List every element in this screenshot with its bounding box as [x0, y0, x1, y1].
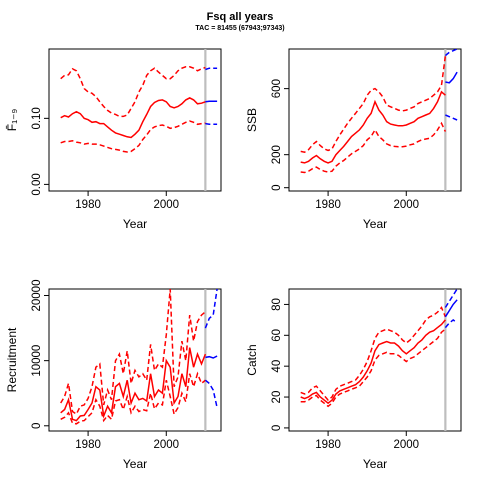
fbar-y-axis-label: F̄₁₋₉ [5, 109, 19, 132]
catch-ytick-label: 40 [271, 360, 283, 373]
ssb-line-upper [300, 55, 447, 153]
panel-fbar: 1980 2000 Year 0.00 0.10 F̄₁₋₉ [5, 48, 222, 231]
fbar-line-estimate [60, 97, 206, 139]
fbar-plot-frame [48, 48, 222, 192]
recruitment-xtick-label: 2000 [153, 439, 179, 451]
recruitment-ytick-label: 20000 [31, 280, 43, 312]
ssb-xtick-label: 2000 [393, 199, 419, 211]
ssb-series-group [300, 49, 458, 174]
catch-ytick-label: 60 [271, 329, 283, 342]
recruitment-ytick-label: 10000 [31, 345, 43, 377]
catch-xtick-label: 1980 [315, 439, 341, 451]
recruitment-line-upper [60, 289, 206, 416]
fbar-xtick-label: 2000 [153, 199, 179, 211]
ssb-ytick-label: 200 [271, 145, 283, 164]
recruitment-ytick-label: 0 [31, 423, 43, 429]
catch-forecast-estimate [444, 299, 458, 318]
recruitment-forecast-lower [204, 379, 218, 408]
recruitment-series-group [60, 289, 218, 425]
catch-ytick-label: 80 [271, 298, 283, 311]
catch-ytick-label: 0 [271, 425, 283, 431]
catch-series-group [300, 289, 458, 408]
ssb-plot-frame [288, 48, 462, 192]
recruitment-line-estimate [60, 347, 207, 422]
catch-x-axis-label: Year [363, 457, 387, 471]
fbar-x-axis-label: Year [123, 217, 147, 231]
catch-ytick-label: 20 [271, 391, 283, 404]
recruitment-x-axis-label: Year [123, 457, 147, 471]
figure-title: Fsq all years [207, 11, 274, 23]
fbar-forecast-upper [205, 67, 218, 71]
catch-line-upper [300, 306, 447, 402]
catch-y-axis-label: Catch [245, 344, 259, 375]
catch-forecast-lower [444, 318, 458, 329]
fbar-series-group [60, 66, 218, 153]
ssb-line-estimate [300, 90, 446, 164]
catch-line-estimate [300, 319, 446, 405]
panel-catch: 1980 2000 Year 0 20 40 60 80 Catch [245, 288, 462, 471]
recruitment-forecast-upper [204, 289, 218, 329]
fbar-forecast-estimate [205, 100, 218, 103]
ssb-forecast-estimate [445, 71, 458, 84]
ssb-forecast-upper [444, 49, 458, 57]
ssb-y-axis-label: SSB [245, 108, 259, 132]
ssb-xtick-label: 1980 [315, 199, 341, 211]
fbar-forecast-lower [205, 122, 218, 126]
ssb-ytick-label: 600 [271, 79, 283, 98]
recruitment-xtick-label: 1980 [75, 439, 101, 451]
ssb-forecast-lower [445, 114, 458, 121]
ssb-ytick-label: 0 [271, 184, 283, 190]
recruitment-line-lower [60, 371, 206, 425]
catch-forecast-upper [444, 289, 458, 308]
panel-ssb: 1980 2000 Year 0 200 600 SSB [245, 48, 462, 231]
recruitment-forecast-estimate [205, 355, 218, 359]
fbar-ytick-label: 0.00 [31, 173, 43, 195]
panel-recruitment: 1980 2000 Year 0 10000 20000 Recruitment [5, 280, 222, 471]
fbar-line-lower [60, 120, 206, 153]
ssb-line-lower [300, 121, 447, 174]
fbar-ytick-label: 0.10 [31, 107, 43, 129]
fbar-xtick-label: 1980 [75, 199, 101, 211]
ssb-x-axis-label: Year [363, 217, 387, 231]
recruitment-plot-frame [48, 288, 222, 432]
figure-subtitle: TAC = 81455 (67943;97343) [195, 25, 284, 32]
fbar-line-upper [60, 66, 206, 118]
catch-plot-frame [288, 288, 462, 432]
catch-xtick-label: 2000 [393, 439, 419, 451]
catch-line-lower [300, 328, 446, 408]
recruitment-y-axis-label: Recruitment [5, 327, 19, 392]
